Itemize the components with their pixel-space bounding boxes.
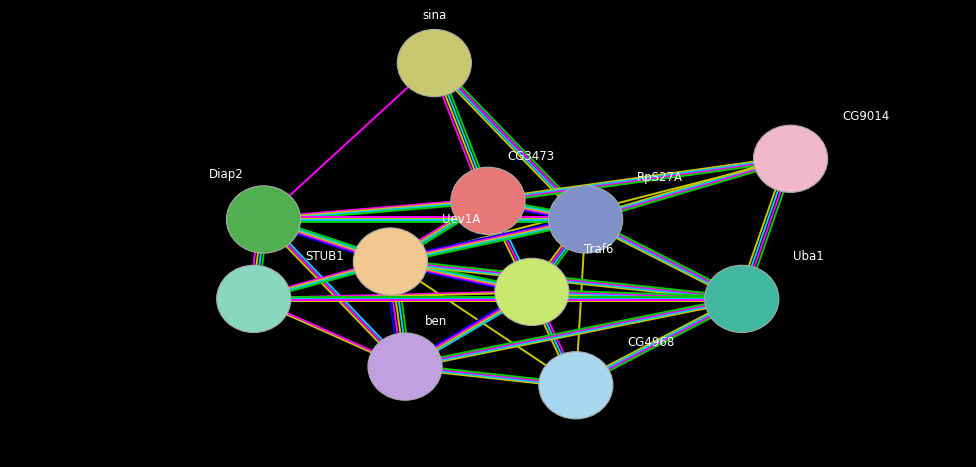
- Ellipse shape: [539, 352, 613, 419]
- Ellipse shape: [353, 228, 427, 295]
- Text: CG3473: CG3473: [508, 149, 554, 163]
- Ellipse shape: [226, 186, 301, 253]
- Ellipse shape: [705, 265, 779, 333]
- Text: CG9014: CG9014: [842, 110, 889, 123]
- Text: CG4968: CG4968: [628, 336, 674, 349]
- Text: ben: ben: [425, 315, 447, 328]
- Ellipse shape: [495, 258, 569, 325]
- Text: Traf6: Traf6: [584, 243, 613, 256]
- Text: Diap2: Diap2: [209, 168, 244, 181]
- Ellipse shape: [549, 186, 623, 253]
- Text: Uev1A: Uev1A: [442, 212, 480, 226]
- Ellipse shape: [217, 265, 291, 333]
- Ellipse shape: [451, 167, 525, 234]
- Ellipse shape: [397, 29, 471, 97]
- Text: STUB1: STUB1: [305, 250, 345, 263]
- Ellipse shape: [753, 125, 828, 192]
- Text: RpS27A: RpS27A: [637, 170, 683, 184]
- Ellipse shape: [368, 333, 442, 400]
- Text: Uba1: Uba1: [793, 250, 825, 263]
- Text: sina: sina: [423, 9, 446, 22]
